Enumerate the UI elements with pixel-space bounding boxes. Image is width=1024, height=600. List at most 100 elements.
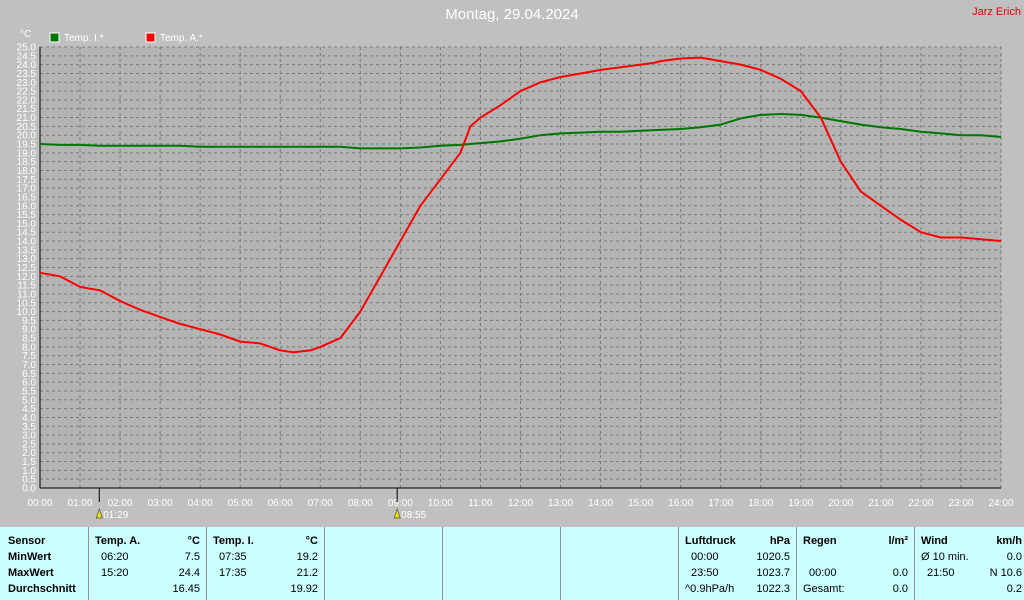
pressure-row3-value: 1022.3	[756, 583, 790, 595]
x-tick-label: 18:00	[748, 498, 773, 509]
wind-row3-value: 0.2	[1006, 583, 1022, 595]
y-tick-label: 15.0	[17, 219, 37, 230]
wind-row1-value: 0.0	[1006, 551, 1022, 563]
temp-a-min-time: 06:20	[101, 551, 129, 563]
rain-row3-label: Gesamt:	[803, 583, 845, 595]
y-tick-label: 1.0	[22, 466, 36, 477]
temp-a-avg: 16.45	[172, 583, 200, 595]
wind-column: Wind km/h Ø 10 min. 0.0 21:50 N 10.6 0.2	[914, 527, 1024, 600]
series-line-temp-a	[39, 56, 1002, 354]
legend: Temp. I.* Temp. A.*	[49, 32, 203, 44]
y-tick-label: 16.5	[17, 192, 37, 203]
y-tick-label: 12.0	[17, 272, 37, 283]
y-axis: 0.00.51.01.52.02.53.03.54.04.55.05.56.06…	[17, 43, 41, 495]
y-tick-label: 25.0	[17, 43, 37, 54]
empty-column-3	[560, 527, 678, 600]
y-tick-label: 21.5	[17, 104, 37, 115]
temp-a-min-value: 7.5	[184, 551, 200, 563]
empty-column-1	[324, 527, 442, 600]
wind-row2-label: 21:50	[927, 567, 955, 579]
statistics-panel: Sensor MinWert MaxWert Durchschnitt Temp…	[0, 527, 1024, 600]
y-tick-label: 1.5	[22, 457, 36, 468]
pressure-row2-value: 1023.7	[756, 567, 790, 579]
y-tick-label: 23.0	[17, 78, 37, 89]
temp-i-min-value: 19.2	[296, 551, 318, 563]
y-tick-label: 10.0	[17, 307, 37, 318]
wind-row1-label: Ø 10 min.	[921, 551, 969, 563]
marker-label: 01:29	[103, 510, 128, 521]
temp-i-unit: °C	[305, 535, 318, 547]
x-tick-label: 24:00	[988, 498, 1013, 509]
y-tick-label: 0.0	[22, 484, 36, 495]
y-tick-label: 14.0	[17, 237, 37, 248]
y-tick-label: 15.5	[17, 210, 37, 221]
station-owner-label: Jarz Erich	[972, 6, 1021, 18]
rain-row3-value: 0.0	[892, 583, 908, 595]
y-tick-label: 9.0	[22, 325, 36, 336]
wind-header: Wind	[921, 535, 948, 547]
y-tick-label: 23.5	[17, 69, 37, 80]
sensor-header: Sensor	[8, 535, 46, 547]
marker-label: 08:55	[401, 510, 426, 521]
sensor-column: Sensor MinWert MaxWert Durchschnitt	[0, 527, 88, 600]
x-tick-label: 11:00	[468, 498, 493, 509]
temp-a-header: Temp. A.	[95, 535, 141, 547]
y-tick-label: 5.0	[22, 395, 36, 406]
temp-i-max-value: 21.2	[296, 567, 318, 579]
rain-column: Regen l/m² 00:00 0.0 Gesamt: 0.0	[796, 527, 914, 600]
x-tick-label: 14:00	[588, 498, 613, 509]
y-tick-label: 0.5	[22, 475, 36, 486]
x-tick-label: 17:00	[708, 498, 733, 509]
y-tick-label: 24.5	[17, 51, 37, 62]
sunset-icon	[393, 507, 401, 519]
y-tick-label: 9.5	[22, 316, 36, 327]
empty-column-2	[442, 527, 560, 600]
rain-row2-value: 0.0	[892, 567, 908, 579]
legend-label-temp-a: Temp. A.*	[160, 33, 203, 44]
x-tick-label: 19:00	[788, 498, 813, 509]
row-label-min: MinWert	[8, 551, 52, 563]
y-tick-label: 8.0	[22, 342, 36, 353]
y-tick-label: 22.5	[17, 87, 37, 98]
y-tick-label: 21.0	[17, 113, 37, 124]
y-tick-label: 12.5	[17, 263, 37, 274]
legend-swatch-temp-a	[145, 32, 156, 43]
x-tick-label: 06:00	[268, 498, 293, 509]
x-tick-label: 10:00	[428, 498, 453, 509]
y-tick-label: 13.0	[17, 254, 37, 265]
y-tick-label: 24.0	[17, 60, 37, 71]
y-tick-label: 5.5	[22, 386, 36, 397]
x-tick-label: 07:00	[308, 498, 333, 509]
x-tick-label: 15:00	[628, 498, 653, 509]
sunrise-icon	[95, 507, 103, 519]
y-tick-label: 14.5	[17, 228, 37, 239]
x-tick-label: 21:00	[868, 498, 893, 509]
rain-unit: l/m²	[888, 535, 908, 547]
pressure-row2-label: 23:50	[691, 567, 719, 579]
temp-a-max-value: 24.4	[178, 567, 200, 579]
temp-a-unit: °C	[187, 535, 200, 547]
legend-swatch-temp-i	[49, 32, 60, 43]
rain-row2-label: 00:00	[809, 567, 837, 579]
series-lines	[39, 56, 1002, 354]
temp-i-column: Temp. I. °C 07:35 19.2 17:35 21.2 19.92	[206, 527, 324, 600]
y-tick-label: 4.5	[22, 404, 36, 415]
y-tick-label: 4.0	[22, 413, 36, 424]
y-tick-label: 18.0	[17, 166, 37, 177]
pressure-row1-value: 1020.5	[756, 551, 790, 563]
x-tick-label: 04:00	[188, 498, 213, 509]
x-tick-label: 23:00	[948, 498, 973, 509]
pressure-column: Luftdruck hPa 00:00 1020.5 23:50 1023.7 …	[678, 527, 796, 600]
y-tick-label: 8.5	[22, 334, 36, 345]
pressure-row3-label: ^0.9hPa/h	[685, 583, 735, 595]
rain-header: Regen	[803, 535, 837, 547]
y-tick-label: 7.0	[22, 360, 36, 371]
y-tick-label: 6.0	[22, 378, 36, 389]
y-tick-label: 17.5	[17, 175, 37, 186]
y-tick-label: 18.5	[17, 157, 37, 168]
wind-row2-value: N 10.6	[989, 567, 1022, 579]
pressure-row1-label: 00:00	[691, 551, 719, 563]
x-tick-label: 08:00	[348, 498, 373, 509]
y-tick-label: 6.5	[22, 369, 36, 380]
temp-i-min-time: 07:35	[219, 551, 247, 563]
